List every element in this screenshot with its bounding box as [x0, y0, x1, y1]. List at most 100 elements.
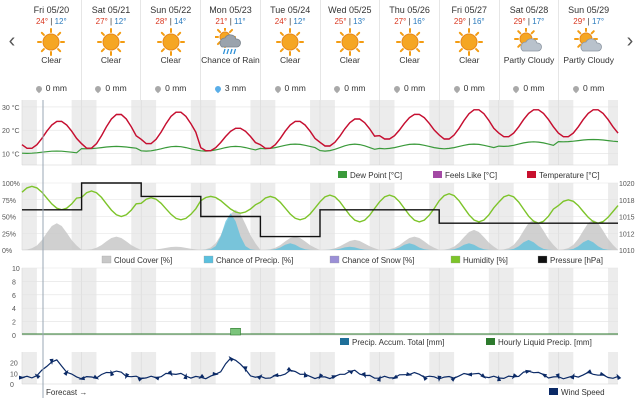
previous-days-button[interactable]: ‹ [8, 30, 16, 52]
day-column[interactable]: Sun 05/29 29° | 17° Partly Cloudy 0 mm [558, 0, 618, 100]
daily-forecast-strip: Fri 05/20 24° | 12° Clear 0 mm Sat 05/21 … [22, 0, 618, 100]
day-temps: 29° | 17° [573, 17, 605, 26]
day-date: Sun 05/22 [150, 5, 192, 15]
day-column[interactable]: Thu 05/26 27° | 16° Clear 0 mm [379, 0, 439, 100]
night-shade [81, 268, 97, 335]
day-column[interactable]: Fri 05/27 29° | 16° Clear 0 mm [438, 0, 499, 100]
sun-icon [440, 28, 499, 56]
sun-icon [141, 28, 200, 56]
high-temp: 27° [394, 17, 407, 26]
day-date: Fri 05/20 [33, 5, 70, 15]
low-temp: 12° [293, 17, 306, 26]
wind-direction-arrow [137, 377, 144, 382]
day-column[interactable]: Tue 05/24 24° | 12° Clear 0 mm [259, 0, 320, 100]
day-column[interactable]: Sat 05/21 27° | 12° Clear 0 mm [80, 0, 141, 100]
day-condition: Chance of Rain [201, 55, 260, 65]
wind-direction-arrow [406, 372, 413, 376]
precip-amount: 0 mm [105, 83, 127, 93]
day-column[interactable]: Mon 05/23 21° | 11° Chance of Rain 3 mm [200, 0, 260, 100]
day-condition: Clear [100, 55, 122, 65]
night-shade [439, 268, 455, 335]
precip-amount: 0 mm [45, 83, 67, 93]
sun-icon [82, 28, 141, 56]
night-shade [608, 100, 618, 165]
night-shade [190, 268, 201, 335]
high-temp: 27° [95, 17, 108, 26]
night-shade [22, 268, 37, 335]
high-temp: 29° [573, 17, 586, 26]
legend-label: Pressure [hPa] [550, 256, 603, 265]
high-temp: 21° [215, 17, 228, 26]
wind-direction-arrow [497, 375, 502, 382]
pressure-tick-label: 1010 [619, 248, 635, 255]
legend-label: Cloud Cover [%] [114, 256, 172, 265]
night-shade [608, 352, 618, 384]
precip-tick-label: 8 [12, 279, 16, 286]
hourly-precip-bar [230, 327, 241, 336]
night-shade [200, 268, 216, 335]
night-shade [71, 268, 82, 335]
night-shade [260, 352, 276, 384]
night-shade [320, 268, 335, 335]
legend-label: Chance of Precip. [%] [216, 256, 293, 265]
wind-direction-arrow [167, 370, 173, 377]
wind-tick-label: 20 [10, 361, 18, 368]
pressure-tick-label: 1015 [619, 215, 635, 222]
wind-direction-arrow [183, 373, 188, 380]
low-temp: 17° [591, 17, 605, 26]
low-temp: 12° [114, 17, 127, 26]
night-shade [131, 352, 142, 384]
night-shade [71, 100, 82, 165]
day-date: Fri 05/27 [451, 5, 488, 15]
day-column[interactable]: Fri 05/20 24° | 12° Clear 0 mm [22, 0, 81, 100]
legend-swatch [329, 255, 340, 264]
percent-tick-label: 100% [2, 181, 20, 188]
sun-cloud-icon [559, 28, 618, 56]
precip-amount: 0 mm [165, 83, 187, 93]
legend-swatch [433, 171, 442, 178]
next-days-button[interactable]: › [626, 30, 634, 52]
night-shade [81, 100, 97, 165]
legend-label: Feels Like [°C] [445, 171, 497, 180]
temp-tick-label: 10 °C [2, 150, 20, 158]
temp-tick-label: 30 °C [2, 104, 20, 112]
dew-point-line [21, 138, 619, 155]
night-shade [250, 100, 261, 165]
low-temp: 16° [412, 17, 425, 26]
pressure-tick-label: 1018 [619, 198, 635, 205]
legend-label: Precip. Accum. Total [mm] [352, 338, 444, 347]
high-temp: 24° [35, 17, 49, 26]
temperature-line [21, 109, 619, 152]
legend-swatch [486, 338, 495, 345]
night-shade [488, 268, 499, 335]
high-temp: 28° [155, 17, 168, 26]
wind-direction-arrow [331, 375, 338, 380]
low-temp: 14° [174, 17, 187, 26]
day-precip: 0 mm [261, 83, 320, 93]
day-column[interactable]: Wed 05/25 25° | 13° Clear 0 mm [319, 0, 380, 100]
wind-direction-arrow [585, 369, 592, 374]
day-column[interactable]: Sun 05/22 28° | 14° Clear 0 mm [140, 0, 200, 100]
sun-icon [22, 28, 81, 56]
wind-direction-arrow [599, 371, 606, 376]
day-temps: 25° | 13° [334, 17, 366, 26]
wind-direction-arrow [511, 373, 518, 380]
wind-direction-arrow [92, 374, 100, 380]
precip-amount: 3 mm [224, 83, 247, 93]
precip-amount: 0 mm [523, 83, 545, 93]
night-shade [429, 268, 440, 335]
day-condition: Clear [459, 55, 480, 65]
night-shade [439, 352, 455, 384]
night-shade [498, 352, 514, 384]
day-precip: 0 mm [321, 83, 380, 93]
night-shade [310, 352, 320, 384]
low-temp: 17° [532, 17, 545, 26]
day-condition: Clear [280, 55, 301, 65]
precip-amount: 0 mm [463, 83, 485, 93]
day-temps: 24° | 12° [274, 17, 306, 26]
day-column[interactable]: Sat 05/28 29° | 17° Partly Cloudy 0 mm [498, 0, 559, 100]
precip-tick-label: 6 [12, 293, 16, 300]
night-shade [141, 268, 157, 335]
day-precip: 0 mm [141, 83, 200, 93]
night-shade [439, 100, 455, 165]
